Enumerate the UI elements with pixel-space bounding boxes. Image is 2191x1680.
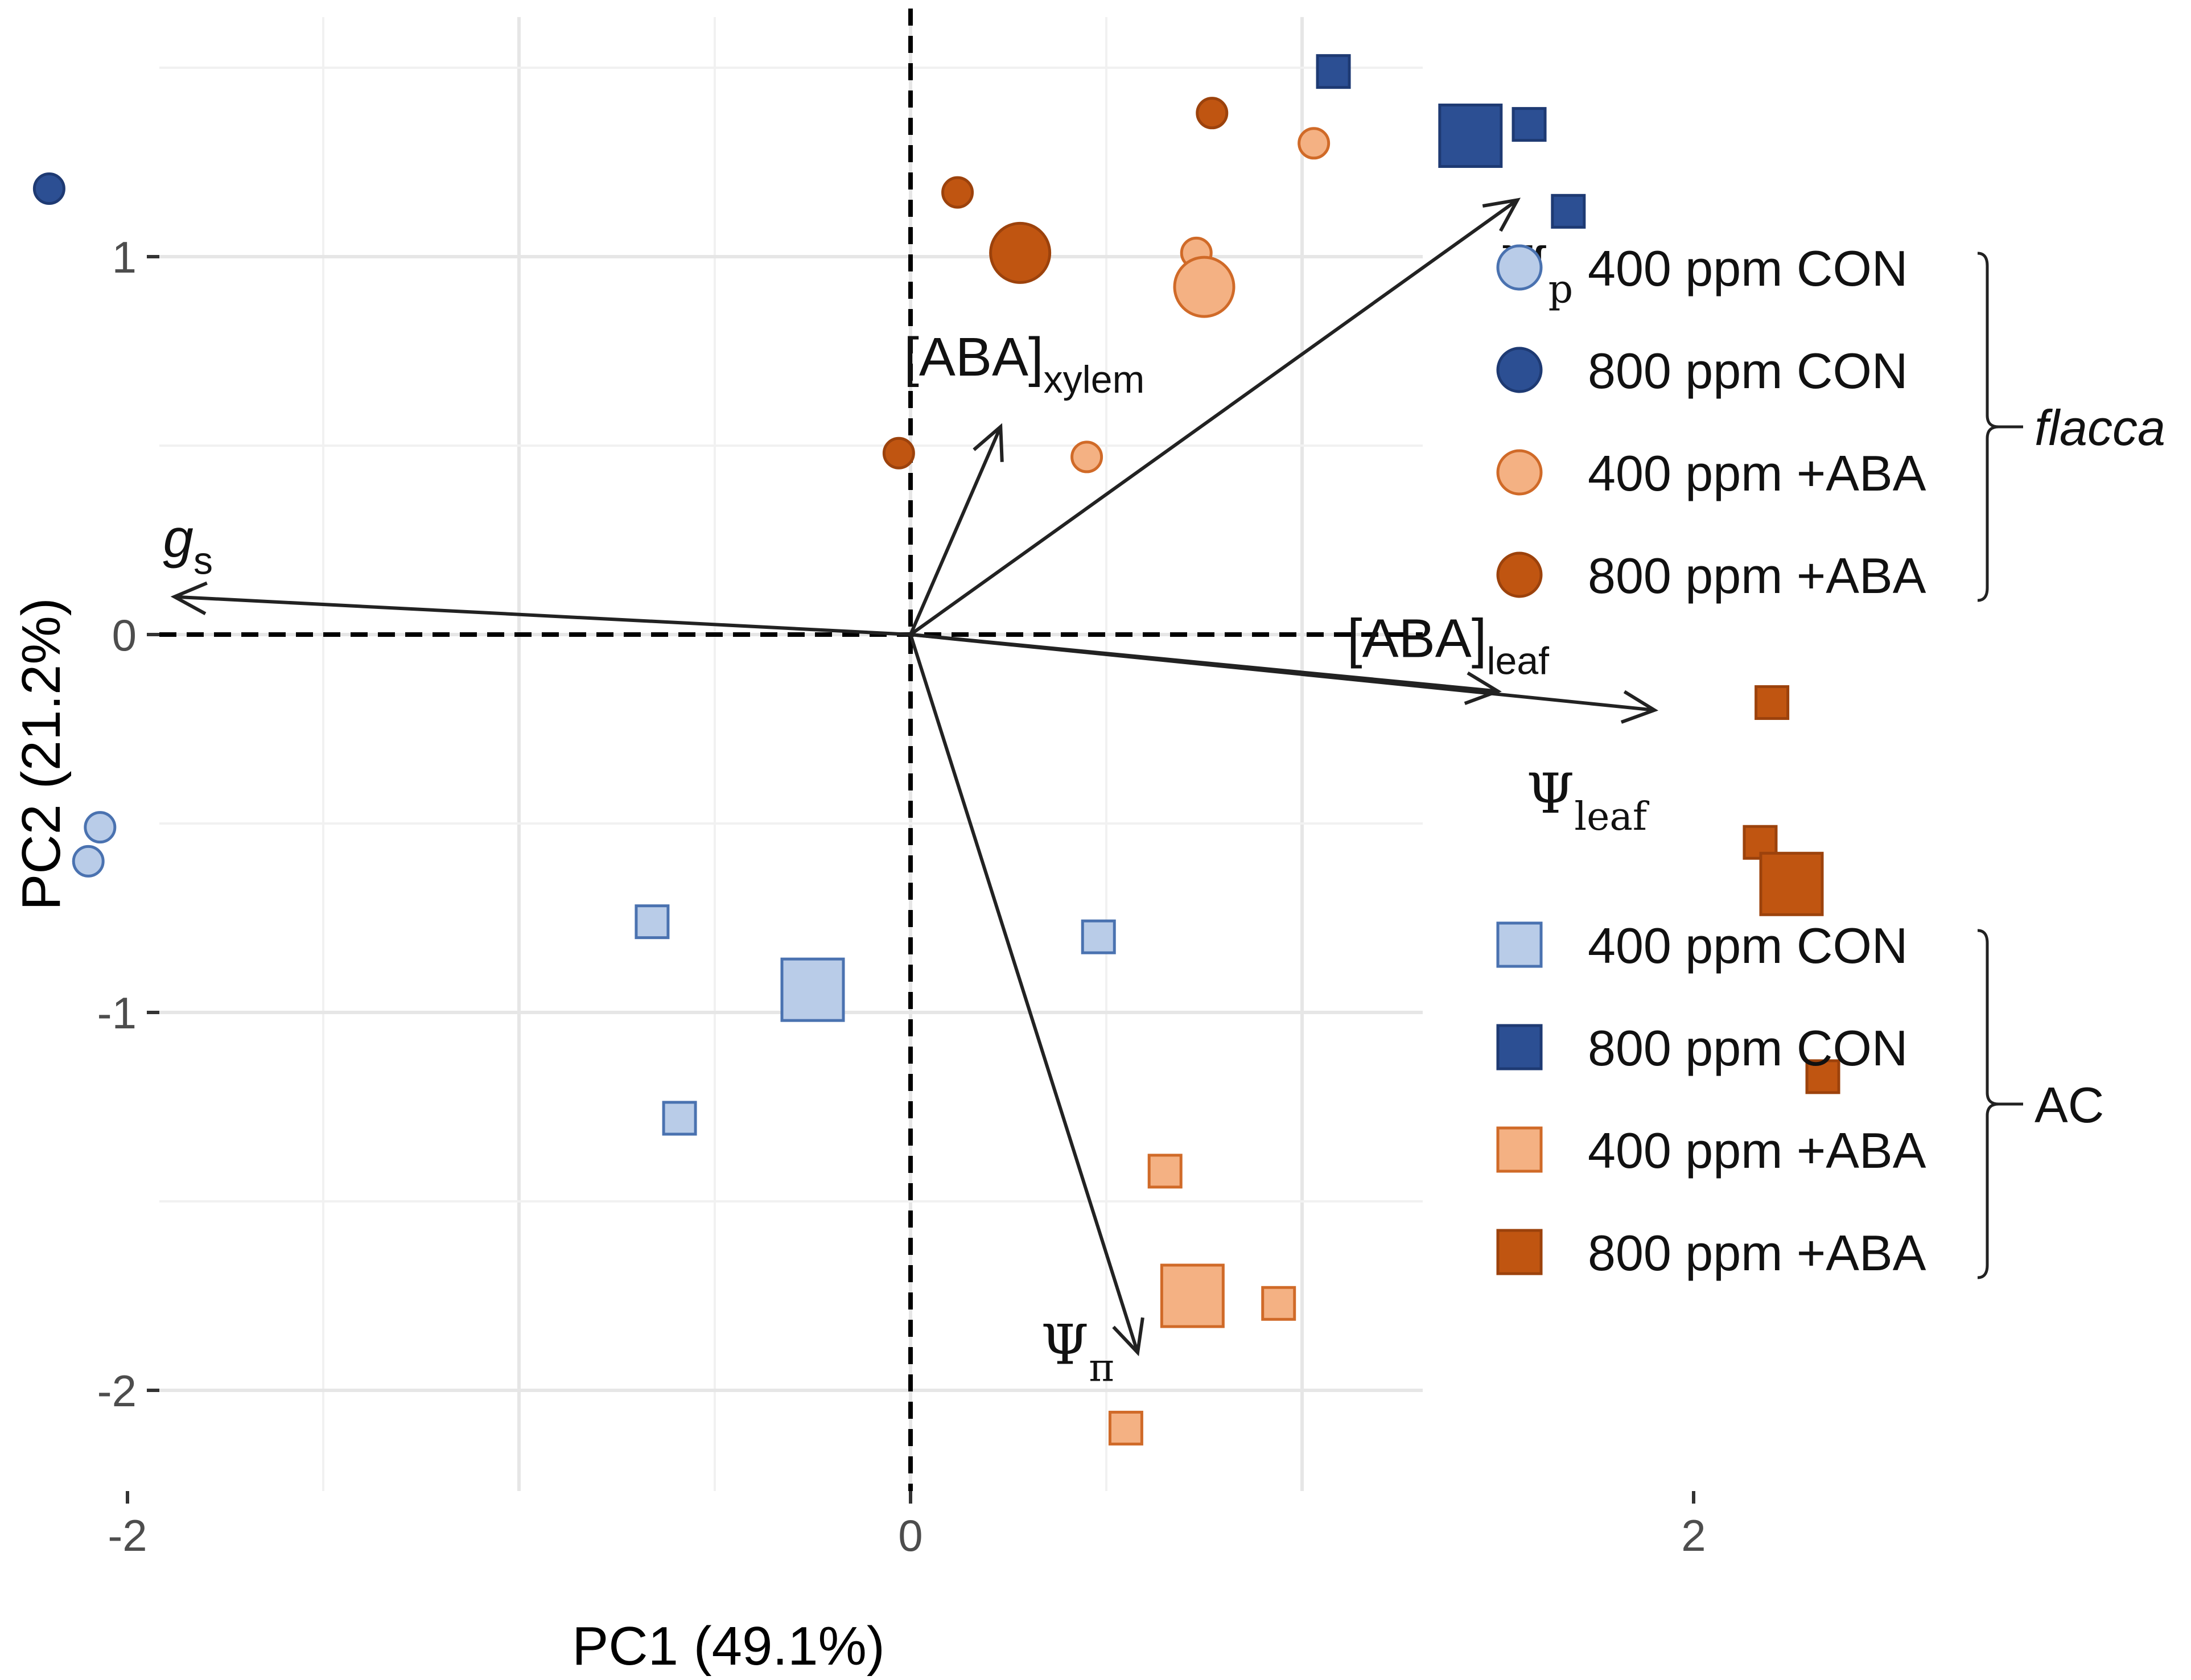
flacca-circle-point (1196, 97, 1229, 130)
loading-label-base: Ψ (1526, 762, 1574, 826)
AC-square-point (1081, 919, 1116, 954)
x-tick-label: -2 (108, 1510, 147, 1560)
zero-lines (159, 9, 1423, 1491)
y-tick-label: 0 (112, 610, 137, 660)
flacca-circle-point (72, 845, 105, 878)
loading-arrow (909, 426, 1002, 636)
AC-square-point (1551, 193, 1586, 229)
AC-square-point (1438, 104, 1503, 168)
AC-square-point (780, 957, 845, 1022)
loading-label-base: [ABA] (904, 327, 1043, 388)
AC-square-point (1147, 1154, 1183, 1189)
flacca-circle-point (32, 172, 65, 205)
loading-arrowhead (973, 423, 1004, 462)
legend-key (1496, 449, 1543, 496)
y-tick-label: -2 (97, 1366, 137, 1416)
legend-label: 800 ppm CON (1588, 343, 1908, 399)
loading-label-base: g (163, 508, 193, 569)
loading-label: Ψπ (1041, 1313, 1114, 1391)
flacca-circle-point (1070, 440, 1103, 473)
flacca-circle-point (84, 811, 117, 844)
loading-label-sub: leaf (1574, 794, 1650, 839)
legend-key (1496, 1024, 1543, 1070)
x-axis-title: PC1 (49.1%) (572, 1616, 885, 1677)
loading-label-sub: π (1089, 1346, 1114, 1391)
legend-bracket (1977, 252, 1999, 602)
loading-label: Ψleaf (1526, 762, 1650, 839)
legend-label: 800 ppm CON (1588, 1020, 1908, 1076)
legend-group-label: flacca (2034, 400, 2165, 456)
axes: -2 0 2 1 0 -1 -2 PC1 (49.1%) PC2 (21.2%) (11, 232, 1706, 1677)
loading-label: [ABA]xylem (904, 327, 1144, 401)
loading-arrowhead (170, 581, 208, 616)
legend-key (1496, 1126, 1543, 1173)
y-tick-label: 1 (112, 232, 137, 282)
legend-key (1496, 244, 1543, 291)
x-tick-label: 2 (1681, 1510, 1706, 1560)
loading-label-sub: xylem (1044, 358, 1145, 401)
AC-square-point (635, 904, 670, 940)
AC-square-point (1805, 1059, 1840, 1094)
x-tick-label: 0 (898, 1510, 922, 1560)
loading-arrowhead (1464, 671, 1502, 705)
legend-key (1496, 1229, 1543, 1275)
legend-key (1496, 921, 1543, 968)
loading-label-sub: p (1548, 267, 1574, 312)
loading-arrow (909, 634, 1139, 1353)
y-tick-label: -1 (97, 988, 137, 1038)
legend-key (1496, 347, 1543, 393)
AC-square-point (662, 1101, 697, 1136)
loading-arrowhead (1482, 197, 1521, 232)
AC-square-point (1261, 1286, 1296, 1321)
loading-arrowhead (1620, 690, 1659, 724)
legend-label: 400 ppm CON (1588, 240, 1908, 297)
legend-bracket (1977, 929, 1999, 1279)
AC-square-point (1160, 1263, 1225, 1328)
loading-label-sub: s (193, 540, 213, 583)
legend: 400 ppm CON 800 ppm CON 400 ppm +ABA 800 pp… (1496, 240, 2165, 1281)
loading-label: gs (163, 508, 213, 583)
legend-label: 400 ppm CON (1588, 917, 1908, 974)
y-axis-title: PC2 (21.2%) (11, 598, 72, 911)
loading-arrow (910, 633, 1655, 712)
AC-square-point (1759, 851, 1824, 916)
legend-label: 800 ppm +ABA (1588, 1225, 1926, 1281)
legend-label: 400 ppm +ABA (1588, 1122, 1926, 1179)
data-points (32, 54, 1840, 1446)
flacca-circle-point (1298, 127, 1331, 160)
flacca-circle-point (1173, 256, 1235, 318)
flacca-circle-point (882, 437, 915, 470)
legend-key (1496, 551, 1543, 598)
loading-arrow (174, 595, 911, 636)
loading-arrow (909, 198, 1519, 636)
AC-square-point (1512, 107, 1547, 142)
loading-label-base: [ABA] (1347, 608, 1486, 669)
loading-arrowhead (1112, 1317, 1144, 1357)
legend-label: 400 ppm +ABA (1588, 445, 1926, 501)
loading-label-base: Ψ (1041, 1313, 1089, 1377)
AC-square-point (1108, 1410, 1143, 1446)
AC-square-point (1755, 685, 1790, 720)
grid-lines (159, 17, 1423, 1491)
flacca-circle-point (989, 221, 1052, 284)
loading-label-sub: leaf (1486, 640, 1549, 683)
legend-group-label: AC (2034, 1077, 2104, 1133)
legend-label: 800 ppm +ABA (1588, 547, 1926, 604)
AC-square-point (1316, 54, 1351, 89)
loading-label: [ABA]leaf (1347, 608, 1549, 683)
flacca-circle-point (941, 176, 974, 209)
